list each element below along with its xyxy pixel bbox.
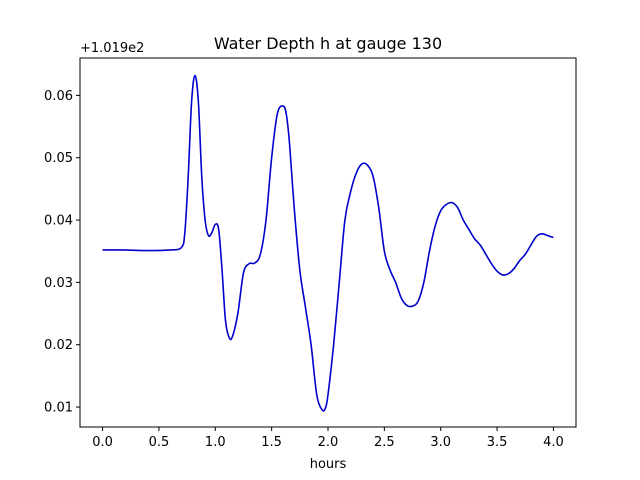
y-tick-label: 0.06	[44, 89, 73, 104]
plot-area	[80, 58, 576, 427]
y-tick-label: 0.05	[44, 151, 73, 166]
x-tick-label: 2.5	[374, 435, 395, 450]
x-axis-label: hours	[310, 457, 347, 472]
y-tick-label: 0.01	[44, 401, 73, 416]
x-tick-label: 1.0	[205, 435, 226, 450]
x-tick-label: 3.0	[430, 435, 451, 450]
plot-frame	[79, 57, 577, 428]
x-tick-label: 0.0	[92, 435, 113, 450]
x-tick-label: 2.0	[318, 435, 339, 450]
y-tick-label: 0.02	[44, 338, 73, 353]
y-tick-label: 0.04	[44, 214, 73, 229]
y-offset-label: +1.019e2	[80, 41, 144, 56]
y-tick-label: 0.03	[44, 276, 73, 291]
x-tick-label: 1.5	[261, 435, 282, 450]
x-tick-label: 4.0	[543, 435, 564, 450]
x-tick-label: 0.5	[149, 435, 170, 450]
series-line	[102, 74, 554, 412]
x-tick-label: 3.5	[487, 435, 508, 450]
chart-title: Water Depth h at gauge 130	[214, 34, 442, 53]
